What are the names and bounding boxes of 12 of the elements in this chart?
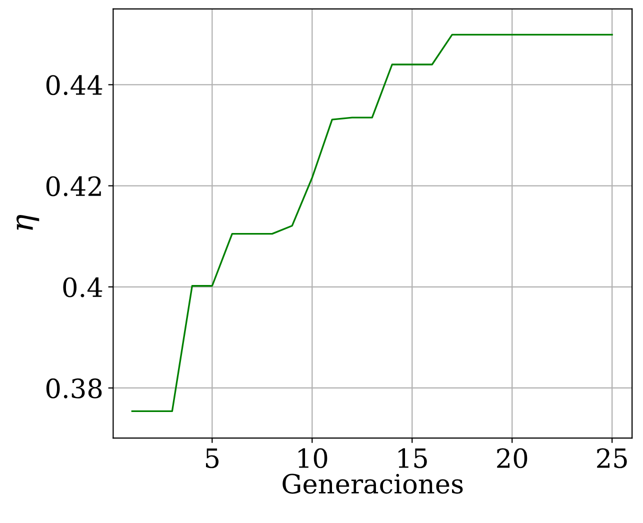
line-series [131,34,613,412]
x-tick-label: 15 [398,448,427,468]
x-tick-label: 10 [298,448,328,468]
y-tick-label: 0.38 [46,378,102,398]
x-tick-label: 5 [206,448,219,468]
y-tick-label: 0.44 [46,75,102,96]
y-tick-label: 0.42 [46,176,101,196]
x-tick-label: 20 [497,448,528,468]
x-tick-label: 25 [597,448,627,468]
y-axis-title: η [16,214,40,230]
y-tick-label: 0.4 [63,277,102,298]
x-axis-title: Generaciones [282,474,463,494]
